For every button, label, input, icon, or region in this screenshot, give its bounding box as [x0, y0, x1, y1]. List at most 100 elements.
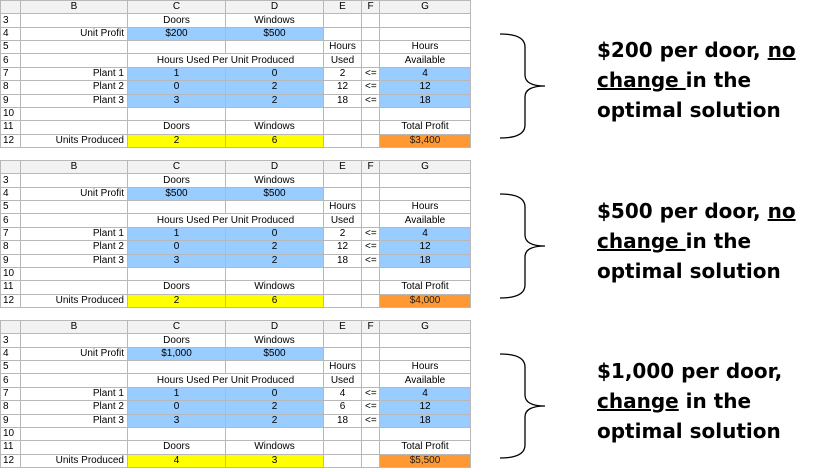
units-windows-cell[interactable]: 6 — [225, 133, 324, 149]
column-header[interactable]: G — [379, 319, 471, 335]
row-header[interactable]: 10 — [0, 426, 21, 442]
cell[interactable] — [20, 373, 128, 388]
cell[interactable] — [323, 346, 362, 362]
plant-windows-hours-cell[interactable]: 0 — [225, 386, 324, 402]
column-header[interactable]: B — [20, 159, 128, 175]
column-header[interactable]: E — [323, 0, 362, 15]
plant-hours-available-cell[interactable]: 18 — [379, 413, 471, 428]
cell[interactable] — [20, 53, 128, 68]
cell[interactable] — [20, 426, 128, 442]
plant-name-cell[interactable]: Plant 3 — [20, 253, 128, 268]
plant-name-cell[interactable]: Plant 3 — [20, 93, 128, 108]
used-header-cell[interactable]: Used — [323, 53, 362, 68]
row-header[interactable]: 6 — [0, 373, 21, 388]
cell[interactable] — [323, 120, 362, 135]
unit-profit-label-cell[interactable]: Unit Profit — [20, 346, 128, 362]
plant-hours-used-cell[interactable]: 2 — [323, 226, 362, 242]
cell[interactable] — [361, 40, 380, 55]
row-header[interactable]: 4 — [0, 26, 21, 42]
hours-available-header-cell[interactable]: Hours — [379, 40, 471, 55]
plant-windows-hours-cell[interactable]: 2 — [225, 413, 324, 428]
plant-hours-available-cell[interactable]: 12 — [379, 240, 471, 255]
cell[interactable] — [323, 186, 362, 202]
row-header[interactable]: 8 — [0, 240, 21, 255]
window-profit-cell[interactable]: $500 — [225, 346, 324, 362]
row-header[interactable]: 5 — [0, 200, 21, 215]
cell[interactable] — [323, 440, 362, 455]
cell[interactable] — [379, 426, 471, 442]
plant-hours-available-cell[interactable]: 4 — [379, 226, 471, 242]
plant-hours-available-cell[interactable]: 18 — [379, 253, 471, 268]
cell[interactable] — [361, 200, 380, 215]
cell[interactable] — [20, 173, 128, 188]
cell[interactable] — [379, 346, 471, 362]
cell[interactable] — [379, 173, 471, 188]
column-header[interactable]: B — [20, 319, 128, 335]
cell[interactable] — [20, 40, 128, 55]
used-header-cell[interactable]: Used — [323, 213, 362, 228]
column-header[interactable]: E — [323, 159, 362, 175]
cell[interactable] — [127, 360, 226, 375]
cell[interactable] — [361, 293, 380, 309]
plant-hours-used-cell[interactable]: 4 — [323, 386, 362, 402]
row-header[interactable]: 12 — [0, 293, 21, 309]
plant-hours-used-cell[interactable]: 2 — [323, 66, 362, 82]
column-header[interactable]: C — [127, 319, 226, 335]
cell[interactable] — [361, 213, 380, 228]
plant-doors-hours-cell[interactable]: 3 — [127, 253, 226, 268]
doors-header-cell[interactable]: Doors — [127, 120, 226, 135]
row-header[interactable]: 7 — [0, 66, 21, 82]
cell[interactable] — [323, 133, 362, 149]
plant-hours-used-cell[interactable]: 12 — [323, 240, 362, 255]
cell[interactable] — [20, 360, 128, 375]
units-doors-cell[interactable]: 2 — [127, 133, 226, 149]
available-header-cell[interactable]: Available — [379, 213, 471, 228]
cell[interactable] — [323, 26, 362, 42]
plant-name-cell[interactable]: Plant 1 — [20, 66, 128, 82]
plant-doors-hours-cell[interactable]: 0 — [127, 240, 226, 255]
plant-windows-hours-cell[interactable]: 2 — [225, 93, 324, 108]
cell[interactable] — [361, 280, 380, 295]
plant-doors-hours-cell[interactable]: 0 — [127, 80, 226, 95]
windows-header-cell[interactable]: Windows — [225, 13, 324, 28]
plant-name-cell[interactable]: Plant 1 — [20, 386, 128, 402]
plant-windows-hours-cell[interactable]: 0 — [225, 66, 324, 82]
cell[interactable] — [323, 106, 362, 122]
cell[interactable] — [379, 266, 471, 282]
column-header[interactable]: D — [225, 319, 324, 335]
cell[interactable] — [323, 173, 362, 188]
row-header[interactable]: 3 — [0, 333, 21, 348]
row-header[interactable]: 12 — [0, 453, 21, 469]
cell[interactable] — [361, 13, 380, 28]
total-profit-cell[interactable]: $4,000 — [379, 293, 471, 309]
cell[interactable] — [127, 266, 226, 282]
cell[interactable] — [361, 360, 380, 375]
unit-profit-label-cell[interactable]: Unit Profit — [20, 26, 128, 42]
windows-header-cell[interactable]: Windows — [225, 440, 324, 455]
units-windows-cell[interactable]: 3 — [225, 453, 324, 469]
hours-per-unit-header-cell[interactable]: Hours Used Per Unit Produced — [127, 373, 324, 388]
hours-available-header-cell[interactable]: Hours — [379, 200, 471, 215]
plant-doors-hours-cell[interactable]: 0 — [127, 400, 226, 415]
row-header[interactable]: 4 — [0, 186, 21, 202]
plant-hours-used-cell[interactable]: 6 — [323, 400, 362, 415]
windows-header-cell[interactable]: Windows — [225, 333, 324, 348]
cell[interactable] — [379, 26, 471, 42]
plant-doors-hours-cell[interactable]: 1 — [127, 226, 226, 242]
unit-profit-label-cell[interactable]: Unit Profit — [20, 186, 128, 202]
door-profit-cell[interactable]: $1,000 — [127, 346, 226, 362]
cell[interactable] — [361, 426, 380, 442]
hours-per-unit-header-cell[interactable]: Hours Used Per Unit Produced — [127, 53, 324, 68]
cell[interactable] — [379, 333, 471, 348]
hours-available-header-cell[interactable]: Hours — [379, 360, 471, 375]
cell[interactable] — [20, 213, 128, 228]
row-header[interactable]: 5 — [0, 40, 21, 55]
cell[interactable] — [225, 40, 324, 55]
column-header[interactable]: C — [127, 159, 226, 175]
constraint-operator-cell[interactable]: <= — [361, 66, 380, 82]
cell[interactable] — [20, 440, 128, 455]
row-header[interactable]: 3 — [0, 173, 21, 188]
units-doors-cell[interactable]: 4 — [127, 453, 226, 469]
column-header[interactable]: D — [225, 159, 324, 175]
column-header[interactable]: B — [20, 0, 128, 15]
